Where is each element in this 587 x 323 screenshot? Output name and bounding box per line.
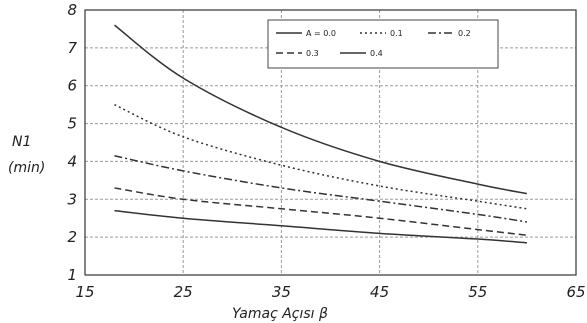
y-tick-label: 4 <box>67 152 77 170</box>
series-line-3 <box>114 187 527 236</box>
legend-label-2: 0.2 <box>458 29 471 38</box>
x-tick-label: 15 <box>75 283 94 301</box>
legend-box <box>267 19 499 69</box>
y-tick-label: 6 <box>67 77 77 95</box>
y-axis-label-line2: (min) <box>8 160 45 176</box>
legend-label-4: 0.4 <box>370 49 383 58</box>
x-tick-label: 65 <box>566 283 585 301</box>
y-tick-label: 7 <box>67 39 77 57</box>
x-tick-label: 35 <box>272 283 291 301</box>
y-axis-label-line1: N1 <box>12 134 31 150</box>
legend-label-0: A = 0.0 <box>306 29 336 38</box>
y-tick-label: 5 <box>67 115 77 133</box>
y-tick-label: 8 <box>67 1 77 19</box>
series-line-2 <box>114 155 528 223</box>
legend-label-3: 0.3 <box>306 49 319 58</box>
x-axis-label: Yamaç Açısı β <box>232 306 328 322</box>
series-line-4 <box>114 209 527 244</box>
x-tick-labels: 15 25 35 45 55 65 <box>75 283 585 301</box>
series-line-0 <box>114 24 528 195</box>
y-tick-label: 1 <box>67 266 77 284</box>
x-tick-label: 55 <box>468 283 487 301</box>
x-tick-label: 45 <box>370 283 389 301</box>
series-layer <box>114 24 528 244</box>
y-tick-labels: 1 2 3 4 5 6 7 8 <box>67 1 77 284</box>
y-tick-label: 2 <box>67 228 77 246</box>
y-tick-label: 3 <box>67 190 77 208</box>
x-tick-label: 25 <box>174 283 193 301</box>
plot-frame <box>84 9 577 276</box>
legend-label-1: 0.1 <box>390 29 403 38</box>
legend: A = 0.0 0.1 0.2 0.3 0.4 <box>267 19 499 69</box>
